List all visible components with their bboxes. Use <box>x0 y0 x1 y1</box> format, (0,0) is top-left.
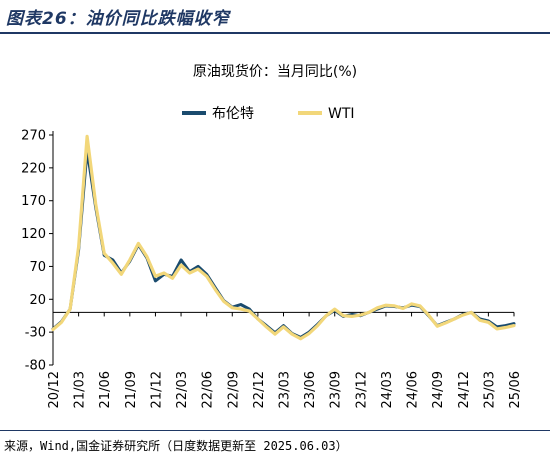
legend-label: 布伦特 <box>212 106 254 122</box>
x-tick-label: 24/09 <box>431 371 446 408</box>
x-tick-label: 23/09 <box>329 371 344 408</box>
figure-label: 图表26：油价同比跌幅收窄 <box>6 9 230 29</box>
x-tick-label: 21/06 <box>98 371 113 408</box>
x-tick-label: 22/12 <box>252 371 267 408</box>
x-tick-label: 24/12 <box>457 371 472 408</box>
chart-series <box>51 134 516 341</box>
chart-legend: 布伦特 WTI <box>182 106 355 122</box>
y-tick-label: 20 <box>29 293 46 308</box>
line-chart: 原油现货价：当月同比(%) 布伦特 WTI 270 220 170 120 70 20 -30… <box>21 63 523 409</box>
y-tick-label: -30 <box>25 326 46 341</box>
x-tick-label: 20/12 <box>47 371 62 408</box>
x-tick-label: 23/03 <box>278 371 293 408</box>
legend-label: WTI <box>328 106 355 122</box>
x-tick-label: 25/06 <box>508 371 523 408</box>
chart-title: 原油现货价：当月同比(%) <box>193 63 357 80</box>
title-rule <box>0 32 550 34</box>
x-tick-label: 22/09 <box>226 371 241 408</box>
y-tick-label: 270 <box>21 129 46 144</box>
x-tick-label: 24/06 <box>406 371 421 408</box>
y-tick-label: 170 <box>21 194 46 209</box>
x-tick-label: 21/12 <box>149 371 164 408</box>
x-tick-label: 25/03 <box>482 371 497 408</box>
x-tick-label: 22/06 <box>201 371 216 408</box>
y-tick-label: 120 <box>21 227 46 242</box>
y-tick-label: 70 <box>29 260 46 275</box>
x-tick-label: 22/03 <box>175 371 190 408</box>
x-tick-label: 21/09 <box>124 371 139 408</box>
footer-rule <box>0 430 550 431</box>
y-tick-label: 220 <box>21 161 46 176</box>
series-line-brent <box>51 148 516 339</box>
x-tick-label: 23/12 <box>354 371 369 408</box>
x-tick-label: 23/06 <box>303 371 318 408</box>
series-line-wti <box>51 134 516 341</box>
y-tick-label: -80 <box>25 359 46 374</box>
x-tick-label: 21/03 <box>73 371 88 408</box>
x-tick-label: 24/03 <box>380 371 395 408</box>
source-note: 来源，Wind,国金证券研究所（日度数据更新至 2025.06.03） <box>4 439 348 453</box>
